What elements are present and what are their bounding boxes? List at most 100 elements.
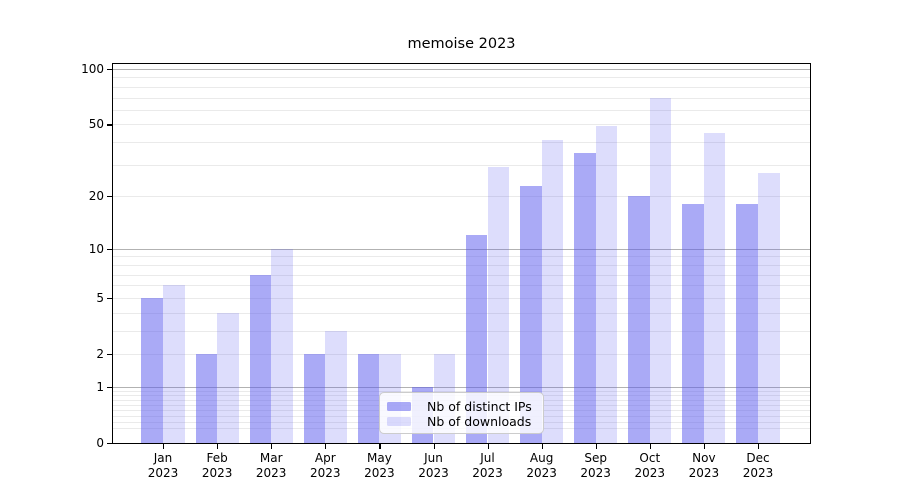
bar-distinct-ips xyxy=(357,354,380,443)
y-tick-label: 50 xyxy=(88,117,104,132)
x-tick-label-year: 2023 xyxy=(526,466,557,480)
gridline-minor xyxy=(113,124,810,126)
x-tick-label-month: Apr xyxy=(314,451,336,465)
legend-label-distinct-ips: Nb of distinct IPs xyxy=(427,399,532,414)
gridline-minor xyxy=(113,97,810,99)
x-tick-label: Sep 2023 xyxy=(561,451,631,481)
y-tick-mark xyxy=(107,124,112,126)
bar-distinct-ips xyxy=(249,274,272,443)
bars-layer xyxy=(113,64,810,443)
x-tick-label-year: 2023 xyxy=(634,466,666,480)
x-tick-label: Jan 2023 xyxy=(128,451,198,481)
x-tick-mark xyxy=(541,444,543,449)
x-tick-label-year: 2023 xyxy=(418,466,449,480)
x-tick-label: Jun 2023 xyxy=(399,451,469,481)
x-tick-label: Dec 2023 xyxy=(723,451,793,481)
y-tick-label: 1 xyxy=(96,379,104,394)
bar-downloads xyxy=(487,167,510,443)
x-tick-mark xyxy=(487,444,489,449)
x-tick-label-year: 2023 xyxy=(147,466,179,480)
x-tick-label: Jul 2023 xyxy=(453,451,523,481)
bar-downloads xyxy=(163,285,185,443)
x-tick-label-year: 2023 xyxy=(310,466,341,480)
bar-distinct-ips xyxy=(682,204,704,443)
x-tick-label-month: Oct xyxy=(639,451,661,465)
bar-distinct-ips xyxy=(520,185,542,443)
x-tick-mark xyxy=(649,444,651,449)
y-tick-mark xyxy=(107,297,112,299)
y-tick-label: 20 xyxy=(88,189,104,204)
y-tick-label: 2 xyxy=(96,347,104,361)
bar-distinct-ips xyxy=(195,354,218,443)
x-tick-label-year: 2023 xyxy=(472,466,503,480)
gridline-minor xyxy=(113,354,810,355)
x-tick-mark xyxy=(758,444,760,449)
x-tick-label-month: Nov xyxy=(692,451,716,465)
x-tick-label-year: 2023 xyxy=(255,466,287,480)
x-tick-mark xyxy=(325,444,327,449)
legend-item-distinct-ips: Nb of distinct IPs xyxy=(387,399,535,414)
legend-item-downloads: Nb of downloads xyxy=(387,414,535,429)
gridline-minor xyxy=(113,330,810,332)
bar-downloads xyxy=(758,173,780,443)
bar-distinct-ips xyxy=(574,152,596,443)
x-tick-mark xyxy=(703,444,706,449)
y-tick-label: 0 xyxy=(96,436,104,450)
gridline-minor xyxy=(113,297,810,299)
x-tick-label: Mar 2023 xyxy=(236,451,306,481)
y-tick-label: 10 xyxy=(88,241,104,256)
gridline-major xyxy=(113,248,810,250)
y-tick-mark xyxy=(107,196,112,198)
x-tick-mark xyxy=(595,444,597,449)
gridline-minor xyxy=(113,86,810,88)
y-tick-mark xyxy=(107,248,112,250)
legend-swatch-distinct-ips xyxy=(387,402,411,411)
gridline-minor xyxy=(113,264,810,266)
y-tick-mark xyxy=(107,443,112,445)
y-tick-label: 100 xyxy=(81,62,104,76)
x-tick-mark xyxy=(271,444,273,449)
gridline-minor xyxy=(113,312,810,314)
gridline-minor xyxy=(113,285,810,287)
bar-distinct-ips xyxy=(303,354,326,443)
gridline-minor xyxy=(113,196,810,198)
bar-distinct-ips xyxy=(736,204,758,443)
legend: Nb of distinct IPs Nb of downloads xyxy=(379,392,544,434)
x-tick-mark xyxy=(217,444,219,449)
legend-swatch-downloads xyxy=(387,417,411,426)
bar-downloads xyxy=(703,132,726,443)
gridline-minor xyxy=(113,274,810,276)
x-tick-label-month: Dec xyxy=(746,451,770,465)
gridline-major xyxy=(113,69,810,70)
gridline-minor xyxy=(113,109,810,111)
x-tick-label: Oct 2023 xyxy=(615,451,685,481)
x-tick-mark xyxy=(379,444,381,449)
bar-distinct-ips xyxy=(141,297,163,443)
x-tick-label: Aug 2023 xyxy=(507,451,577,481)
x-tick-label-year: 2023 xyxy=(580,466,611,480)
chart-title: memoise 2023 xyxy=(407,36,516,52)
x-tick-mark xyxy=(433,444,435,449)
y-tick-mark xyxy=(107,386,112,388)
bar-downloads xyxy=(325,330,347,443)
gridline-minor xyxy=(113,391,810,392)
y-tick-mark xyxy=(107,354,112,356)
y-tick-mark xyxy=(107,69,112,71)
x-tick-label-year: 2023 xyxy=(364,466,395,480)
x-tick-label: Apr 2023 xyxy=(290,451,360,481)
x-tick-mark xyxy=(163,444,165,449)
x-tick-label-month: Jun xyxy=(424,451,443,465)
bar-downloads xyxy=(271,248,293,443)
x-tick-label-month: Jul xyxy=(480,451,495,465)
gridline-minor xyxy=(113,77,810,79)
x-tick-label-month: Feb xyxy=(206,451,228,465)
x-tick-label: Feb 2023 xyxy=(182,451,252,481)
y-tick-label: 5 xyxy=(96,290,104,305)
x-tick-label-month: Aug xyxy=(529,451,554,465)
gridline-minor xyxy=(113,142,810,144)
x-tick-label: Nov 2023 xyxy=(669,451,739,481)
x-tick-label-month: Sep xyxy=(584,451,607,465)
bar-downloads xyxy=(217,312,239,443)
x-tick-label-month: May xyxy=(366,451,392,465)
